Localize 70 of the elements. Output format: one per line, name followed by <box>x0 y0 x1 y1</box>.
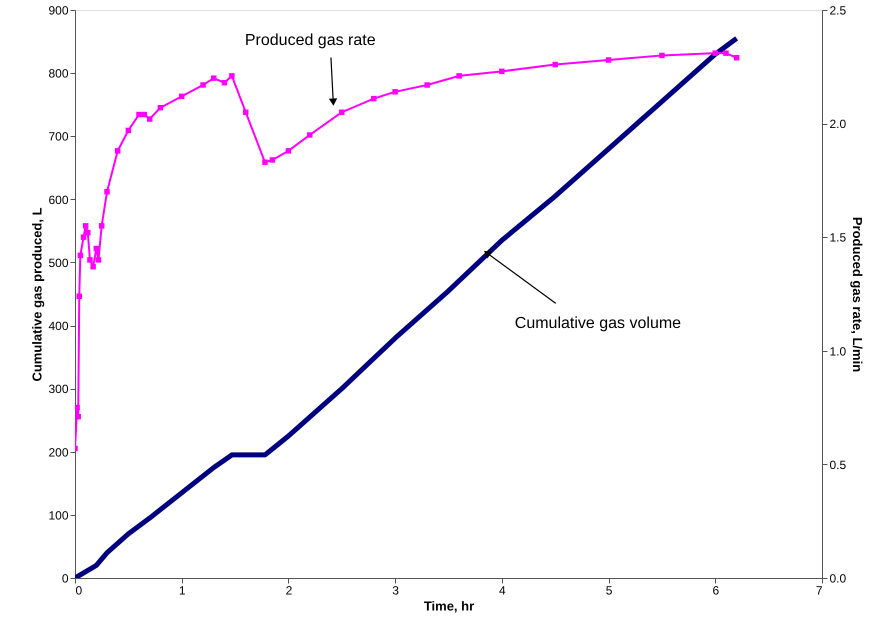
point <box>80 234 86 240</box>
point <box>178 94 184 100</box>
point <box>126 128 132 134</box>
y-tick-label: 0 <box>62 572 69 586</box>
y2-tick-label: 1.5 <box>830 230 847 245</box>
point <box>424 82 430 88</box>
point <box>200 82 206 88</box>
point <box>136 112 142 118</box>
point <box>94 246 100 252</box>
point <box>307 132 313 138</box>
y-tick-label: 800 <box>48 66 69 81</box>
point <box>210 75 216 81</box>
y-tick-label: 400 <box>48 319 69 334</box>
point <box>90 264 96 270</box>
point <box>82 223 88 229</box>
point <box>87 257 93 263</box>
point <box>104 189 110 194</box>
point <box>85 230 91 236</box>
point <box>723 50 729 56</box>
annotation: Produced gas rate <box>244 32 376 50</box>
point <box>371 96 377 102</box>
point <box>262 159 268 165</box>
point <box>339 110 345 115</box>
point <box>659 52 665 58</box>
point <box>142 112 148 118</box>
y-tick-label: 600 <box>48 192 69 207</box>
x-tick-label: 0 <box>76 584 82 598</box>
point <box>270 157 276 163</box>
point <box>75 414 81 420</box>
point <box>456 73 462 79</box>
point <box>286 148 292 154</box>
x-tick-label: 1 <box>178 584 186 598</box>
point <box>75 404 80 410</box>
point <box>146 116 152 122</box>
point <box>78 252 84 258</box>
point <box>712 50 718 56</box>
x-tick-label: 4 <box>499 584 506 598</box>
point <box>96 257 102 263</box>
point <box>499 68 505 74</box>
point <box>229 73 235 79</box>
point <box>606 57 612 63</box>
x-tick-label: 6 <box>712 584 720 598</box>
y-tick-label: 500 <box>48 256 69 270</box>
y2-tick-label: 0.0 <box>830 572 847 586</box>
point <box>222 80 228 86</box>
x-axis-title: Time, hr <box>424 598 474 614</box>
y-tick-label: 700 <box>48 130 69 144</box>
y-tick-label: 300 <box>48 382 69 396</box>
x-tick-label: 5 <box>606 584 613 598</box>
x-tick-label: 2 <box>286 584 293 598</box>
y-tick-label: 900 <box>48 4 69 18</box>
point <box>243 110 248 115</box>
annotation: Cumulative gas volume <box>514 314 682 332</box>
point <box>392 89 398 95</box>
y-tick-label: 200 <box>48 445 69 460</box>
y-axis-title: Cumulative gas produced, L <box>29 207 44 382</box>
point <box>114 148 120 154</box>
y2-tick-label: 2.5 <box>830 4 847 18</box>
y2-tick-label: 2.0 <box>830 117 847 132</box>
x-tick-label: 3 <box>392 584 400 598</box>
y2-axis-title: Produced gas rate, L/min <box>850 216 866 372</box>
point <box>734 54 740 60</box>
point <box>158 104 164 110</box>
point <box>76 294 82 300</box>
point <box>98 223 104 229</box>
point <box>552 62 558 68</box>
y2-tick-label: 1.0 <box>830 344 847 358</box>
y2-tick-label: 0.5 <box>830 458 847 472</box>
x-tick-label: 7 <box>816 584 823 598</box>
y-tick-label: 100 <box>48 508 69 522</box>
